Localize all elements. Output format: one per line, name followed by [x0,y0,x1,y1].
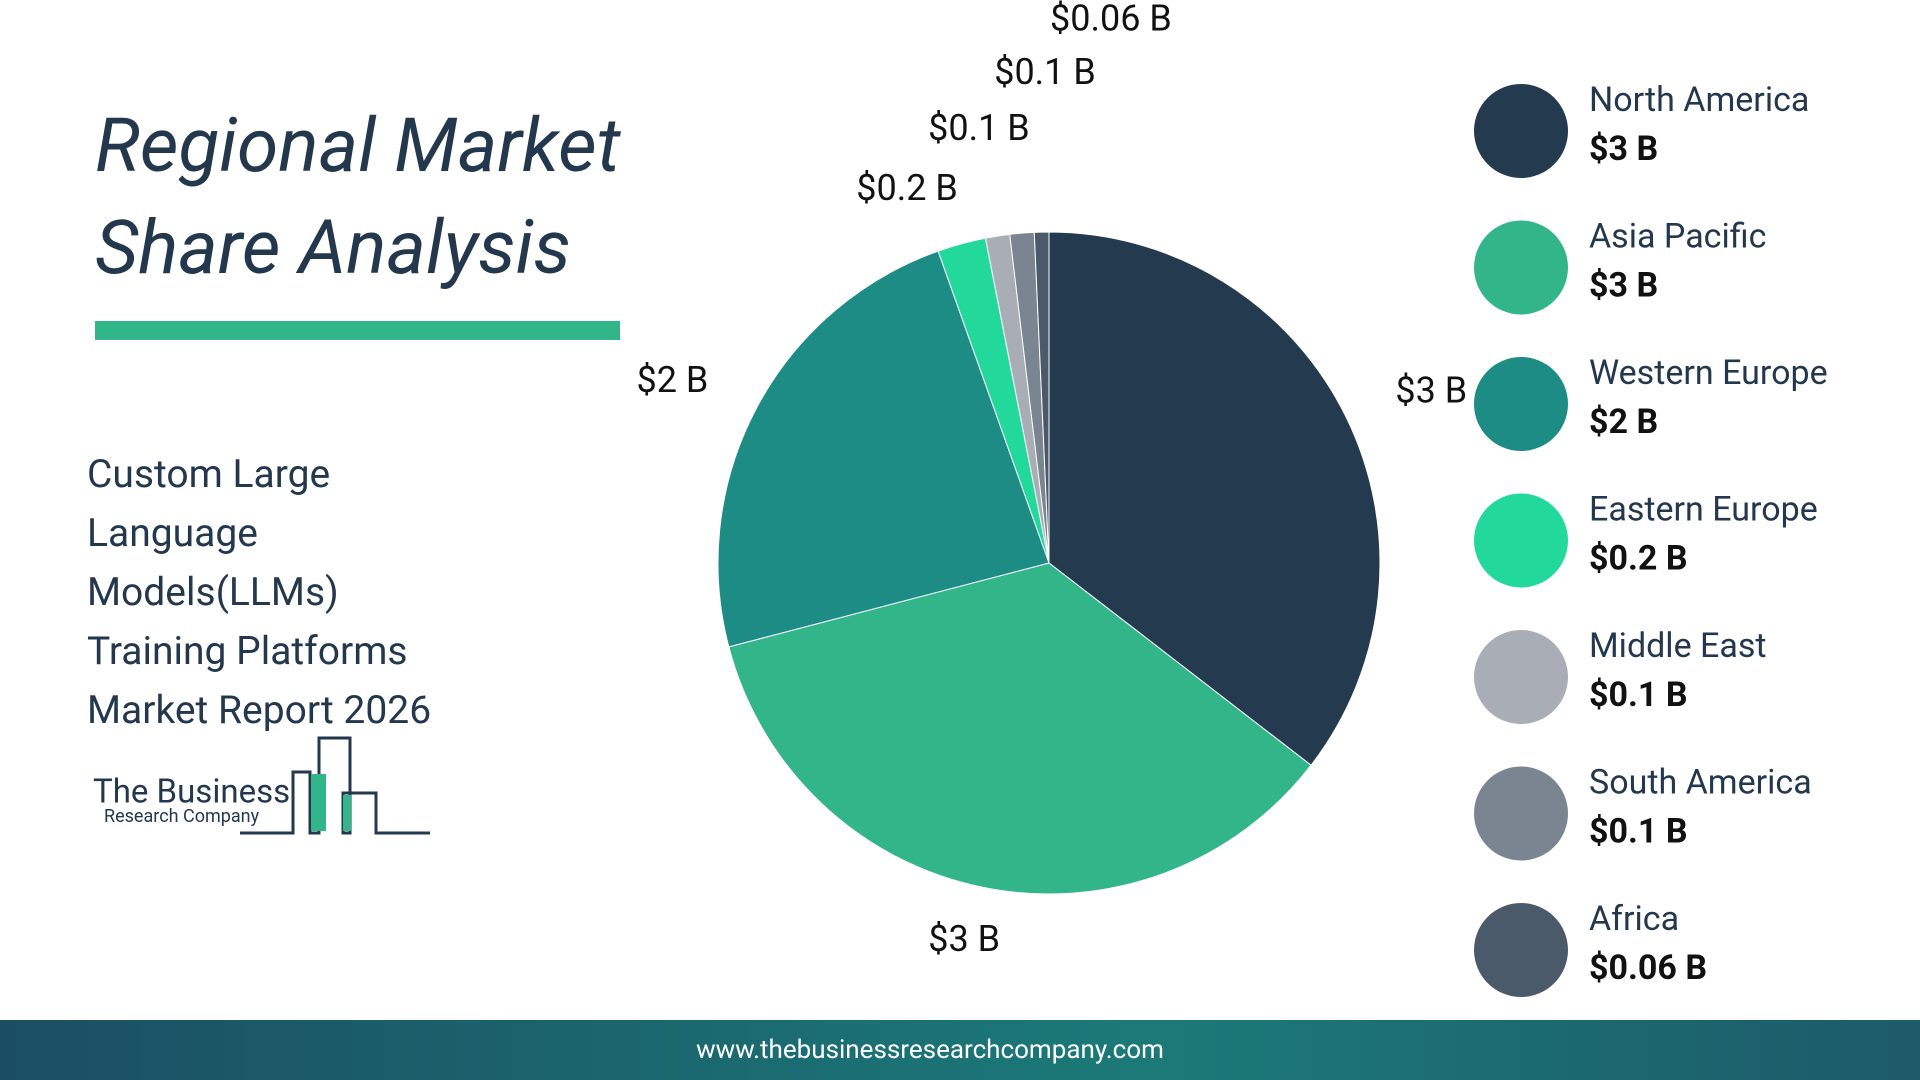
footer-link: www.thebusinessresearchcompany.com [696,1035,1164,1065]
data-label: $0.06 B [1050,0,1172,40]
legend-value: $0.1 B [1589,811,1688,851]
legend-name: Asia Pacific [1589,216,1766,256]
logo-bar [311,774,326,831]
legend-name: Middle East [1589,626,1767,666]
data-label: $2 B [637,359,709,401]
pie-slice [1033,231,1050,564]
legend-icon [1474,493,1568,588]
legend-icon [1474,357,1568,451]
footer: www.thebusinessresearchcompany.com [0,1020,1920,1080]
title: Regional Market Share Analysis [95,102,621,292]
legend-name: Western Europe [1589,353,1828,393]
subtitle: Custom Large Language Models(LLMs) Train… [87,451,432,733]
logo-bar [343,795,351,831]
pie-slice [717,250,1050,648]
legend-icon [1474,630,1568,724]
pie-slice [728,562,1312,895]
data-label: $0.1 B [928,107,1030,149]
legend-value: $0.2 B [1589,538,1688,578]
title-underline [95,321,620,340]
data-label: $0.1 B [994,51,1096,93]
data-label: $3 B [1395,369,1467,411]
logo-graphic [240,736,430,835]
legend-icon [1474,766,1568,861]
legend-value: $0.06 B [1589,948,1707,988]
legend-icon [1474,220,1568,315]
logo-name: The Business [93,773,290,812]
legend-name: Eastern Europe [1589,489,1818,529]
logo: The Business Research Company [93,736,430,835]
legend-value: $3 B [1589,265,1658,305]
legend-icon [1474,903,1568,997]
legend-value: $0.1 B [1589,675,1688,715]
data-label: $3 B [928,918,1000,960]
logo-subname: Research Company [104,806,260,827]
legend-name: South America [1589,762,1812,802]
data-label: $0.2 B [856,167,958,209]
legend-name: Africa [1589,899,1679,939]
legend-value: $2 B [1589,402,1658,442]
legend-icon [1474,84,1568,178]
legend-name: North America [1589,80,1809,120]
pie-slice [1048,231,1381,766]
chart: The Business Research Company $3 B $3 B $2… [93,0,1828,997]
legend-value: $3 B [1589,129,1658,169]
